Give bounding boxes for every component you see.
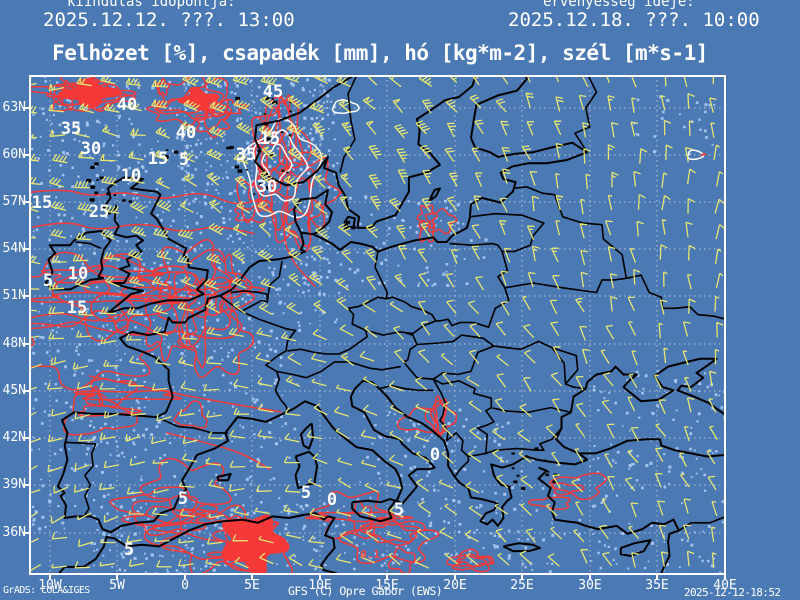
wind-speed-contour-label: 30	[81, 139, 101, 159]
wind-speed-contour-label: 0	[430, 445, 440, 465]
wind-speed-contour-label: 5	[179, 150, 189, 170]
lat-tick-mark	[23, 390, 29, 392]
wind-speed-contour-label: 10	[121, 166, 141, 186]
map-canvas: 45 40 40 35 30 15 5 10 15 25 15 35 30 10 5 15 5 5 5 0 5 0 0.1	[0, 66, 731, 581]
lat-tick-label: 51N	[2, 288, 26, 303]
wind-speed-contour-label: 15	[67, 298, 87, 318]
valid-time-label: érvényesség ideje:	[543, 0, 695, 10]
wind-speed-contour-label: 5	[301, 483, 311, 503]
lat-tick-mark	[23, 201, 29, 203]
wind-speed-contour-label: 40	[117, 95, 137, 115]
lon-tick-mark	[521, 575, 523, 580]
lon-tick-mark	[49, 575, 51, 580]
wind-speed-contour-label: 0	[327, 490, 337, 510]
lat-tick-label: 63N	[2, 100, 26, 115]
wind-speed-contour-label: 5	[124, 540, 134, 560]
lon-tick-mark	[724, 575, 726, 580]
lat-tick-label: 39N	[2, 477, 26, 492]
lon-tick-mark	[251, 575, 253, 580]
lon-tick-mark	[386, 575, 388, 580]
model-credit: GFS (C) Opre Gábor (EWS)	[288, 584, 443, 598]
lat-tick-label: 36N	[2, 525, 26, 540]
wind-speed-contour-label: 35	[236, 145, 256, 165]
wind-speed-contour-label: 15	[148, 149, 168, 169]
lat-tick-mark	[23, 295, 29, 297]
lat-tick-label: 42N	[2, 430, 26, 445]
lat-tick-mark	[23, 484, 29, 486]
wind-speed-contour-label: 45	[263, 82, 283, 102]
lon-tick-label: 10E	[308, 578, 332, 593]
wind-speed-contour-label: 5	[394, 500, 404, 520]
map-title: Felhözet [%], csapadék [mm], hó [kg*m-2]…	[52, 41, 708, 65]
lat-tick-label: 57N	[2, 194, 26, 209]
lon-tick-mark	[589, 575, 591, 580]
creation-timestamp: 2025-12-12-18:52	[684, 586, 781, 599]
lon-tick-label: 5W	[109, 578, 125, 593]
lat-tick-mark	[23, 343, 29, 345]
init-time-label: kiindulás időpontja:	[67, 0, 236, 10]
wind-speed-contour-label: 25	[89, 202, 109, 222]
wind-speed-contour-label: 5	[178, 489, 188, 509]
wind-speed-contour-label: 15	[260, 129, 280, 149]
lat-tick-label: 60N	[2, 147, 26, 162]
lon-tick-label: 15E	[375, 578, 399, 593]
lat-tick-mark	[23, 532, 29, 534]
valid-time-value: 2025.12.18. ???. 10:00	[508, 9, 760, 31]
lat-tick-mark	[23, 154, 29, 156]
lon-tick-label: 35E	[645, 578, 669, 593]
wind-speed-contour-label: 5	[43, 271, 53, 291]
wind-speed-contour-label: 10	[68, 264, 88, 284]
wind-speed-contour-label: 40	[176, 123, 196, 143]
lon-tick-label: 30E	[578, 578, 602, 593]
lat-tick-mark	[23, 248, 29, 250]
lon-tick-label: 5E	[244, 578, 260, 593]
wind-speed-contour-label: 35	[61, 119, 81, 139]
precip-contour-label: 0.1	[360, 548, 380, 561]
lon-tick-label: 20E	[443, 578, 467, 593]
lat-tick-label: 54N	[2, 241, 26, 256]
lon-tick-mark	[116, 575, 118, 580]
lon-tick-mark	[184, 575, 186, 580]
lon-tick-label: 0	[181, 578, 189, 593]
lon-tick-label: 40E	[713, 578, 737, 593]
lon-tick-label: 25E	[510, 578, 534, 593]
lon-tick-mark	[319, 575, 321, 580]
lat-tick-mark	[23, 107, 29, 109]
wind-speed-contour-label: 30	[257, 177, 277, 197]
lon-tick-mark	[656, 575, 658, 580]
wind-speed-contour-label: 15	[32, 193, 52, 213]
lat-tick-label: 48N	[2, 336, 26, 351]
lon-tick-mark	[454, 575, 456, 580]
lon-tick-label: 10W	[38, 578, 62, 593]
lat-tick-mark	[23, 437, 29, 439]
lat-tick-label: 45N	[2, 383, 26, 398]
init-time-value: 2025.12.12. ???. 13:00	[43, 9, 295, 31]
grads-credit: GrADS: COLA&IGES	[3, 585, 90, 596]
